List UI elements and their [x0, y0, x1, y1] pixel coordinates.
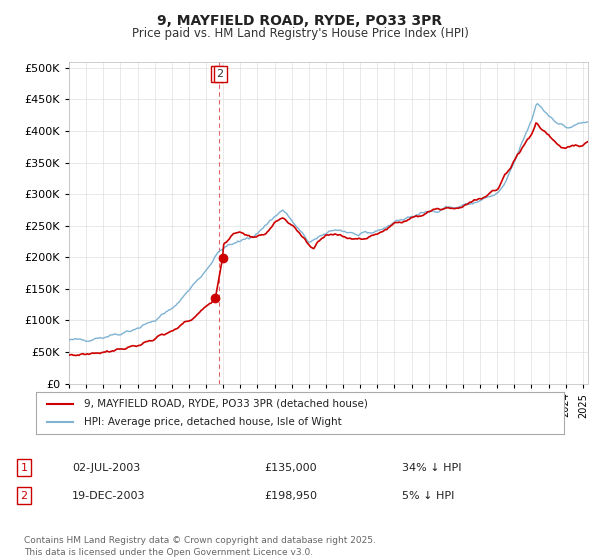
Text: 34% ↓ HPI: 34% ↓ HPI — [402, 463, 461, 473]
Text: 2: 2 — [217, 69, 224, 79]
Text: Price paid vs. HM Land Registry's House Price Index (HPI): Price paid vs. HM Land Registry's House … — [131, 27, 469, 40]
Text: 9, MAYFIELD ROAD, RYDE, PO33 3PR: 9, MAYFIELD ROAD, RYDE, PO33 3PR — [157, 14, 443, 28]
Text: 5% ↓ HPI: 5% ↓ HPI — [402, 491, 454, 501]
Text: 2: 2 — [20, 491, 28, 501]
Text: 02-JUL-2003: 02-JUL-2003 — [72, 463, 140, 473]
Text: £135,000: £135,000 — [264, 463, 317, 473]
Text: HPI: Average price, detached house, Isle of Wight: HPI: Average price, detached house, Isle… — [83, 417, 341, 427]
Text: 9, MAYFIELD ROAD, RYDE, PO33 3PR (detached house): 9, MAYFIELD ROAD, RYDE, PO33 3PR (detach… — [83, 399, 367, 409]
Text: 1: 1 — [214, 69, 221, 79]
Text: Contains HM Land Registry data © Crown copyright and database right 2025.
This d: Contains HM Land Registry data © Crown c… — [24, 536, 376, 557]
Text: 1: 1 — [20, 463, 28, 473]
Text: £198,950: £198,950 — [264, 491, 317, 501]
Text: 19-DEC-2003: 19-DEC-2003 — [72, 491, 146, 501]
